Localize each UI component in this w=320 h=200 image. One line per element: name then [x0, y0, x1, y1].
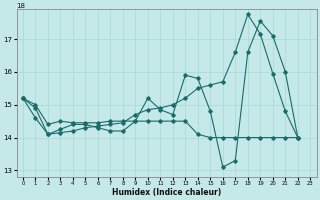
Text: 18: 18	[17, 3, 26, 9]
X-axis label: Humidex (Indice chaleur): Humidex (Indice chaleur)	[112, 188, 221, 197]
